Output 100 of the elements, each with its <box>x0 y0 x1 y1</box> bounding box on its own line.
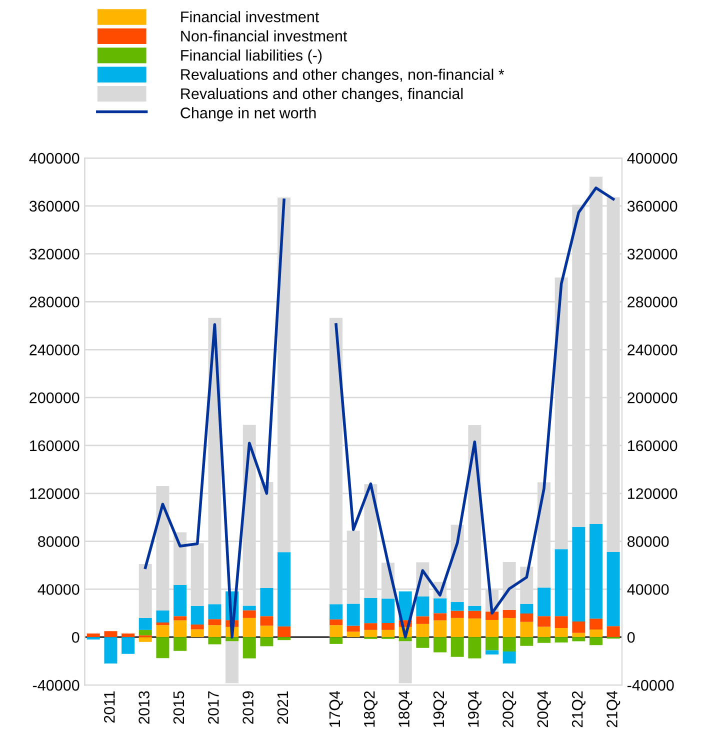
bar <box>138 630 152 636</box>
bar <box>364 623 378 630</box>
x-tick-label: 19Q4 <box>468 691 482 727</box>
bar <box>190 629 204 638</box>
bar <box>589 618 602 630</box>
bar <box>104 631 118 638</box>
bar <box>554 549 568 616</box>
bar <box>138 637 152 642</box>
bar <box>208 619 222 626</box>
legend-label: Financial investment <box>181 11 320 22</box>
bar <box>156 625 170 638</box>
bar <box>537 588 550 616</box>
legend-label: Non-financial investment <box>181 30 348 42</box>
bar <box>572 622 586 633</box>
bar <box>450 637 464 657</box>
bar <box>156 637 170 658</box>
bar <box>434 598 447 614</box>
y2-tick-label: 40000 <box>627 584 669 595</box>
bar <box>572 526 586 622</box>
bar <box>520 604 534 614</box>
bar <box>537 616 550 627</box>
bar <box>450 610 464 618</box>
x-tick-label: 2015 <box>173 691 184 724</box>
x-tick-label: 2013 <box>138 691 150 724</box>
bar <box>208 637 222 644</box>
y-tick-label: 200000 <box>30 392 80 404</box>
bar <box>382 622 395 630</box>
x-tick-label: 21Q4 <box>606 691 620 728</box>
y-tick-label: 120000 <box>30 488 80 500</box>
legend-label: Revaluations and other changes, non-financial * <box>181 68 504 83</box>
bar <box>486 637 498 650</box>
bar <box>520 614 534 622</box>
bar <box>260 637 274 646</box>
bar <box>434 620 447 638</box>
bar <box>156 622 170 626</box>
bar <box>138 618 152 630</box>
bar <box>174 620 187 638</box>
y2-tick-label: 360000 <box>627 200 678 212</box>
bar <box>398 637 412 642</box>
bar <box>416 616 430 624</box>
legend-label: Change in net worth <box>180 107 316 122</box>
bar <box>468 606 482 611</box>
bar <box>589 524 602 619</box>
bar <box>122 637 135 654</box>
bar <box>468 618 482 638</box>
bar <box>278 552 291 626</box>
y-tick-label: 80000 <box>38 536 80 547</box>
bar <box>606 552 620 626</box>
bar <box>330 625 343 638</box>
bar <box>486 612 498 620</box>
bar <box>450 618 464 638</box>
bar <box>242 618 256 638</box>
bar <box>416 637 430 648</box>
bar <box>208 604 222 620</box>
y2-tick-label: 280000 <box>628 296 678 308</box>
y-tick-label: -40000 <box>32 680 80 691</box>
y-tick-label: 240000 <box>30 344 80 356</box>
x-tick-label: 21Q2 <box>572 691 586 728</box>
bar <box>208 625 222 638</box>
y-tick-label: 0 <box>72 632 80 643</box>
bar <box>190 606 204 625</box>
bar <box>416 596 430 616</box>
bar <box>346 632 360 638</box>
bar <box>278 626 291 638</box>
bar <box>486 650 498 654</box>
bar <box>330 604 343 620</box>
x-tick-label: 20Q4 <box>537 691 551 728</box>
bar <box>104 637 118 664</box>
bar <box>606 626 620 638</box>
x-tick-label: 17Q4 <box>329 691 343 727</box>
y2-tick-label: 160000 <box>628 440 678 452</box>
bar <box>572 637 586 642</box>
legend-label: Revaluations and other changes, financial <box>181 88 463 102</box>
x-tick-label: 2019 <box>242 691 254 724</box>
y-tick-label: 360000 <box>29 200 80 212</box>
bar <box>174 616 187 620</box>
y2-tick-label: 80000 <box>628 536 669 547</box>
y2-tick-label: -40000 <box>628 680 674 691</box>
bar <box>520 622 534 638</box>
bar <box>226 637 239 642</box>
y2-tick-label: 200000 <box>628 392 678 404</box>
bar <box>242 637 256 658</box>
bar <box>86 634 100 638</box>
bar <box>174 585 187 616</box>
x-tick-label: 18Q2 <box>364 691 378 727</box>
bar <box>589 637 602 646</box>
bar <box>502 618 516 638</box>
x-tick-label: 2017 <box>208 691 219 724</box>
bar <box>537 626 550 638</box>
legend-label: Financial liabilities (-) <box>181 50 322 64</box>
bar <box>260 588 274 616</box>
x-tick-label: 2011 <box>104 691 115 723</box>
x-tick-label: 20Q2 <box>502 691 516 728</box>
bar <box>554 637 568 642</box>
bar <box>537 637 550 643</box>
bar <box>554 616 568 628</box>
bar <box>86 637 100 640</box>
y-tick-label: 320000 <box>29 248 80 260</box>
bar <box>364 630 378 638</box>
y2-tick-label: 240000 <box>628 344 678 356</box>
